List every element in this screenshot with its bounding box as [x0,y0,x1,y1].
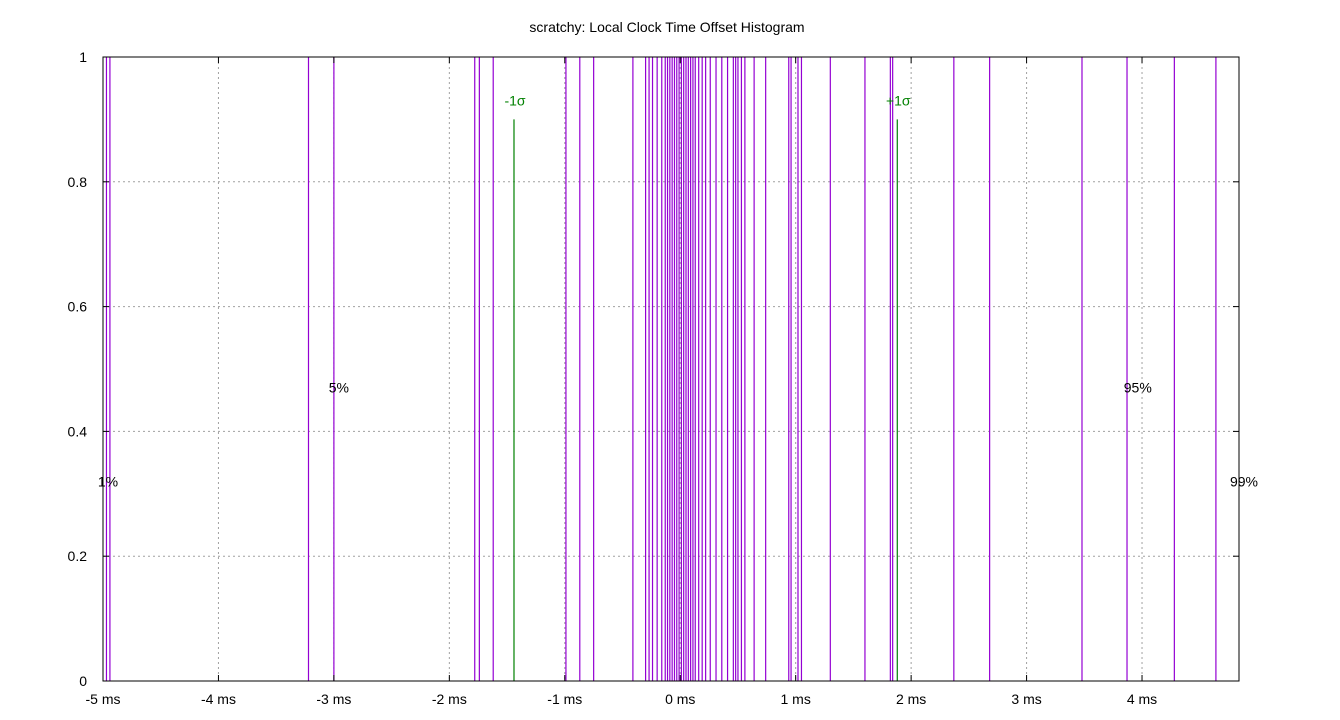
percentile-label: 99% [1230,473,1258,489]
percentile-label: 1% [98,473,118,489]
percentile-label: 95% [1124,380,1152,396]
x-tick-label: -3 ms [316,691,351,707]
grid-layer [103,57,1239,681]
y-tick-label: 0 [79,673,87,689]
chart-title: scratchy: Local Clock Time Offset Histog… [529,19,804,35]
x-tick-label: 4 ms [1127,691,1157,707]
x-tick-label: 0 ms [665,691,695,707]
annotation-layer: 1% 5% 95% 99% [98,380,1258,490]
sigma-label: -1σ [504,92,525,108]
x-tick-label: -2 ms [432,691,467,707]
x-tick-label: -4 ms [201,691,236,707]
percentile-label: 5% [329,380,349,396]
plot-border [102,56,1240,682]
x-tick-label: 2 ms [896,691,926,707]
x-tick-label: -1 ms [547,691,582,707]
ticks-layer: -5 ms -4 ms -3 ms -2 ms -1 ms 0 ms 1 ms 2 ms 3 m… [68,49,1239,707]
bars-layer [105,57,1217,681]
x-tick-label: 3 ms [1011,691,1041,707]
y-tick-label: 1 [79,49,87,65]
sigma-label: +1σ [886,92,911,108]
x-tick-label: 1 ms [781,691,811,707]
y-tick-label: 0.4 [68,423,88,439]
x-tick-label: -5 ms [86,691,121,707]
sigma-layer: -1σ +1σ [504,92,911,681]
y-tick-label: 0.8 [68,174,88,190]
y-tick-label: 0.6 [68,299,88,315]
y-tick-label: 0.2 [68,548,88,564]
